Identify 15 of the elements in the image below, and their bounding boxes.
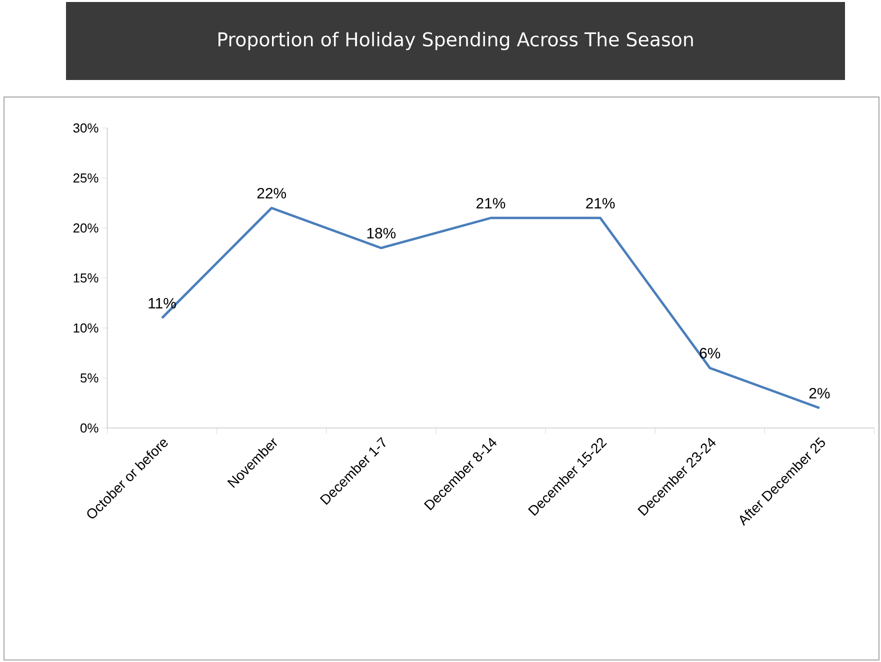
y-tick-label: 5% (80, 373, 98, 383)
chart-title: Proportion of Holiday Spending Across The Season (218, 32, 693, 50)
data-label: 2% (809, 388, 830, 398)
data-label: 11% (148, 298, 176, 308)
y-tick-label: 10% (74, 323, 98, 333)
y-tick-label: 0% (80, 423, 98, 433)
data-label: 21% (476, 198, 506, 208)
data-label: 18% (367, 228, 396, 238)
data-label: 21% (586, 198, 615, 208)
y-tick-label: 15% (74, 273, 98, 283)
y-tick-label: 25% (73, 173, 98, 183)
data-label: 6% (700, 348, 720, 358)
y-tick-label: 20% (73, 223, 98, 233)
y-tick-label: 30% (73, 123, 98, 133)
data-label: 22% (257, 188, 286, 198)
